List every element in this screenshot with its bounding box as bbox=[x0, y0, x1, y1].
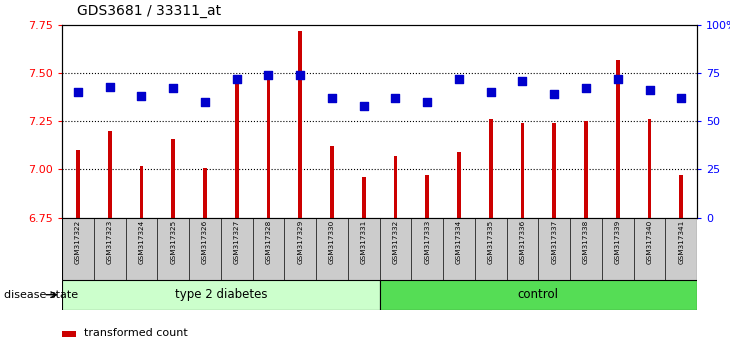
Bar bbox=[299, 30, 302, 218]
Point bbox=[548, 91, 560, 97]
Text: GSM317327: GSM317327 bbox=[234, 220, 239, 264]
Text: disease state: disease state bbox=[4, 290, 78, 300]
Point bbox=[199, 99, 211, 105]
Bar bbox=[380, 280, 697, 310]
Bar bbox=[330, 146, 334, 218]
Point bbox=[453, 76, 465, 82]
Bar bbox=[457, 152, 461, 218]
Text: GSM317330: GSM317330 bbox=[329, 220, 335, 264]
Point bbox=[675, 95, 687, 101]
Bar bbox=[584, 121, 588, 218]
Text: GSM317323: GSM317323 bbox=[107, 220, 112, 264]
Bar bbox=[489, 119, 493, 218]
Bar bbox=[172, 139, 175, 218]
Point bbox=[167, 86, 179, 91]
Point bbox=[358, 103, 369, 109]
Bar bbox=[553, 123, 556, 218]
Bar bbox=[235, 82, 239, 218]
Bar bbox=[680, 175, 683, 218]
Point bbox=[294, 72, 306, 78]
Point bbox=[644, 87, 656, 93]
Bar bbox=[362, 177, 366, 218]
Point bbox=[231, 76, 242, 82]
Text: GSM317336: GSM317336 bbox=[520, 220, 526, 264]
Bar bbox=[139, 166, 143, 218]
Point bbox=[104, 84, 115, 89]
Text: GSM317335: GSM317335 bbox=[488, 220, 493, 264]
Point bbox=[421, 99, 433, 105]
Point bbox=[263, 72, 274, 78]
Text: GSM317332: GSM317332 bbox=[393, 220, 399, 264]
Text: GSM317337: GSM317337 bbox=[551, 220, 557, 264]
Text: GSM317339: GSM317339 bbox=[615, 220, 620, 264]
Point bbox=[517, 78, 529, 84]
Bar bbox=[616, 59, 620, 218]
Text: GSM317331: GSM317331 bbox=[361, 220, 366, 264]
Text: GSM317325: GSM317325 bbox=[170, 220, 176, 264]
Bar bbox=[266, 77, 270, 218]
Bar bbox=[203, 167, 207, 218]
Text: transformed count: transformed count bbox=[84, 328, 188, 338]
Point bbox=[580, 86, 592, 91]
Text: GSM317338: GSM317338 bbox=[583, 220, 589, 264]
Bar bbox=[426, 175, 429, 218]
Text: GSM317333: GSM317333 bbox=[424, 220, 430, 264]
Bar bbox=[76, 150, 80, 218]
Point bbox=[485, 90, 496, 95]
Text: GSM317341: GSM317341 bbox=[678, 220, 684, 264]
Bar bbox=[108, 131, 112, 218]
Text: GSM317328: GSM317328 bbox=[266, 220, 272, 264]
Bar bbox=[648, 119, 651, 218]
Bar bbox=[62, 280, 380, 310]
Text: GSM317326: GSM317326 bbox=[202, 220, 208, 264]
Bar bbox=[62, 331, 77, 337]
Text: control: control bbox=[518, 288, 559, 301]
Point bbox=[72, 90, 84, 95]
Bar bbox=[393, 156, 397, 218]
Text: GDS3681 / 33311_at: GDS3681 / 33311_at bbox=[77, 4, 220, 18]
Text: GSM317334: GSM317334 bbox=[456, 220, 462, 264]
Point bbox=[390, 95, 402, 101]
Point bbox=[136, 93, 147, 99]
Text: GSM317340: GSM317340 bbox=[647, 220, 653, 264]
Point bbox=[612, 76, 623, 82]
Text: GSM317329: GSM317329 bbox=[297, 220, 303, 264]
Text: type 2 diabetes: type 2 diabetes bbox=[174, 288, 267, 301]
Text: GSM317324: GSM317324 bbox=[139, 220, 145, 264]
Point bbox=[326, 95, 338, 101]
Text: GSM317322: GSM317322 bbox=[75, 220, 81, 264]
Bar bbox=[520, 123, 524, 218]
